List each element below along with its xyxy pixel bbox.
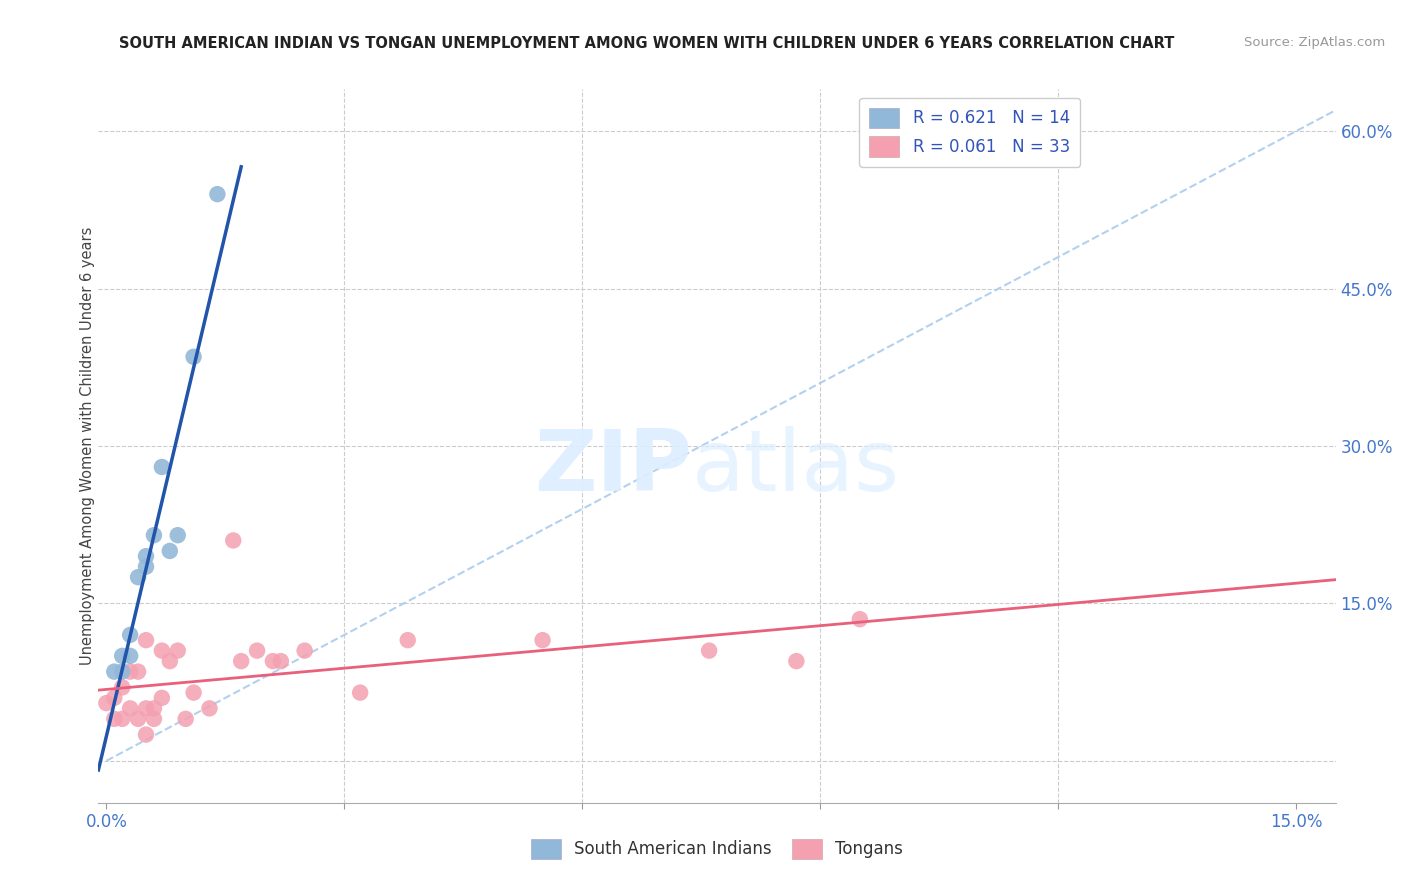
Point <box>142 712 165 726</box>
Point <box>111 665 134 679</box>
Point <box>120 648 142 663</box>
Point <box>135 728 157 742</box>
Text: ZIP: ZIP <box>534 425 692 509</box>
Point <box>231 654 253 668</box>
Text: SOUTH AMERICAN INDIAN VS TONGAN UNEMPLOYMENT AMONG WOMEN WITH CHILDREN UNDER 6 Y: SOUTH AMERICAN INDIAN VS TONGAN UNEMPLOY… <box>120 36 1174 51</box>
Point <box>246 643 269 657</box>
Point <box>697 643 720 657</box>
Point <box>349 685 371 699</box>
Point <box>270 654 292 668</box>
Point <box>150 690 173 705</box>
Point <box>142 528 165 542</box>
Text: atlas: atlas <box>692 425 900 509</box>
Point <box>222 533 245 548</box>
Point <box>111 648 134 663</box>
Point <box>262 654 284 668</box>
Point <box>396 633 419 648</box>
Point <box>120 701 142 715</box>
Point <box>135 549 157 564</box>
Y-axis label: Unemployment Among Women with Children Under 6 years: Unemployment Among Women with Children U… <box>80 227 94 665</box>
Point <box>531 633 554 648</box>
Point <box>207 187 229 202</box>
Point <box>127 570 149 584</box>
Point <box>183 685 205 699</box>
Text: Source: ZipAtlas.com: Source: ZipAtlas.com <box>1244 36 1385 49</box>
Point <box>127 665 149 679</box>
Point <box>166 643 188 657</box>
Point <box>111 681 134 695</box>
Point <box>111 712 134 726</box>
Point <box>198 701 221 715</box>
Point <box>159 544 181 558</box>
Point <box>159 654 181 668</box>
Point <box>135 559 157 574</box>
Point <box>135 701 157 715</box>
Point <box>849 612 872 626</box>
Point <box>120 665 142 679</box>
Point <box>103 690 125 705</box>
Point <box>96 696 118 710</box>
Point <box>150 460 173 475</box>
Point <box>103 665 125 679</box>
Point <box>294 643 316 657</box>
Point <box>166 528 188 542</box>
Point <box>120 628 142 642</box>
Point <box>127 712 149 726</box>
Point <box>785 654 807 668</box>
Point <box>150 643 173 657</box>
Point <box>103 712 125 726</box>
Point <box>174 712 197 726</box>
Point <box>142 701 165 715</box>
Point <box>183 350 205 364</box>
Point <box>135 633 157 648</box>
Legend: South American Indians, Tongans: South American Indians, Tongans <box>524 832 910 866</box>
